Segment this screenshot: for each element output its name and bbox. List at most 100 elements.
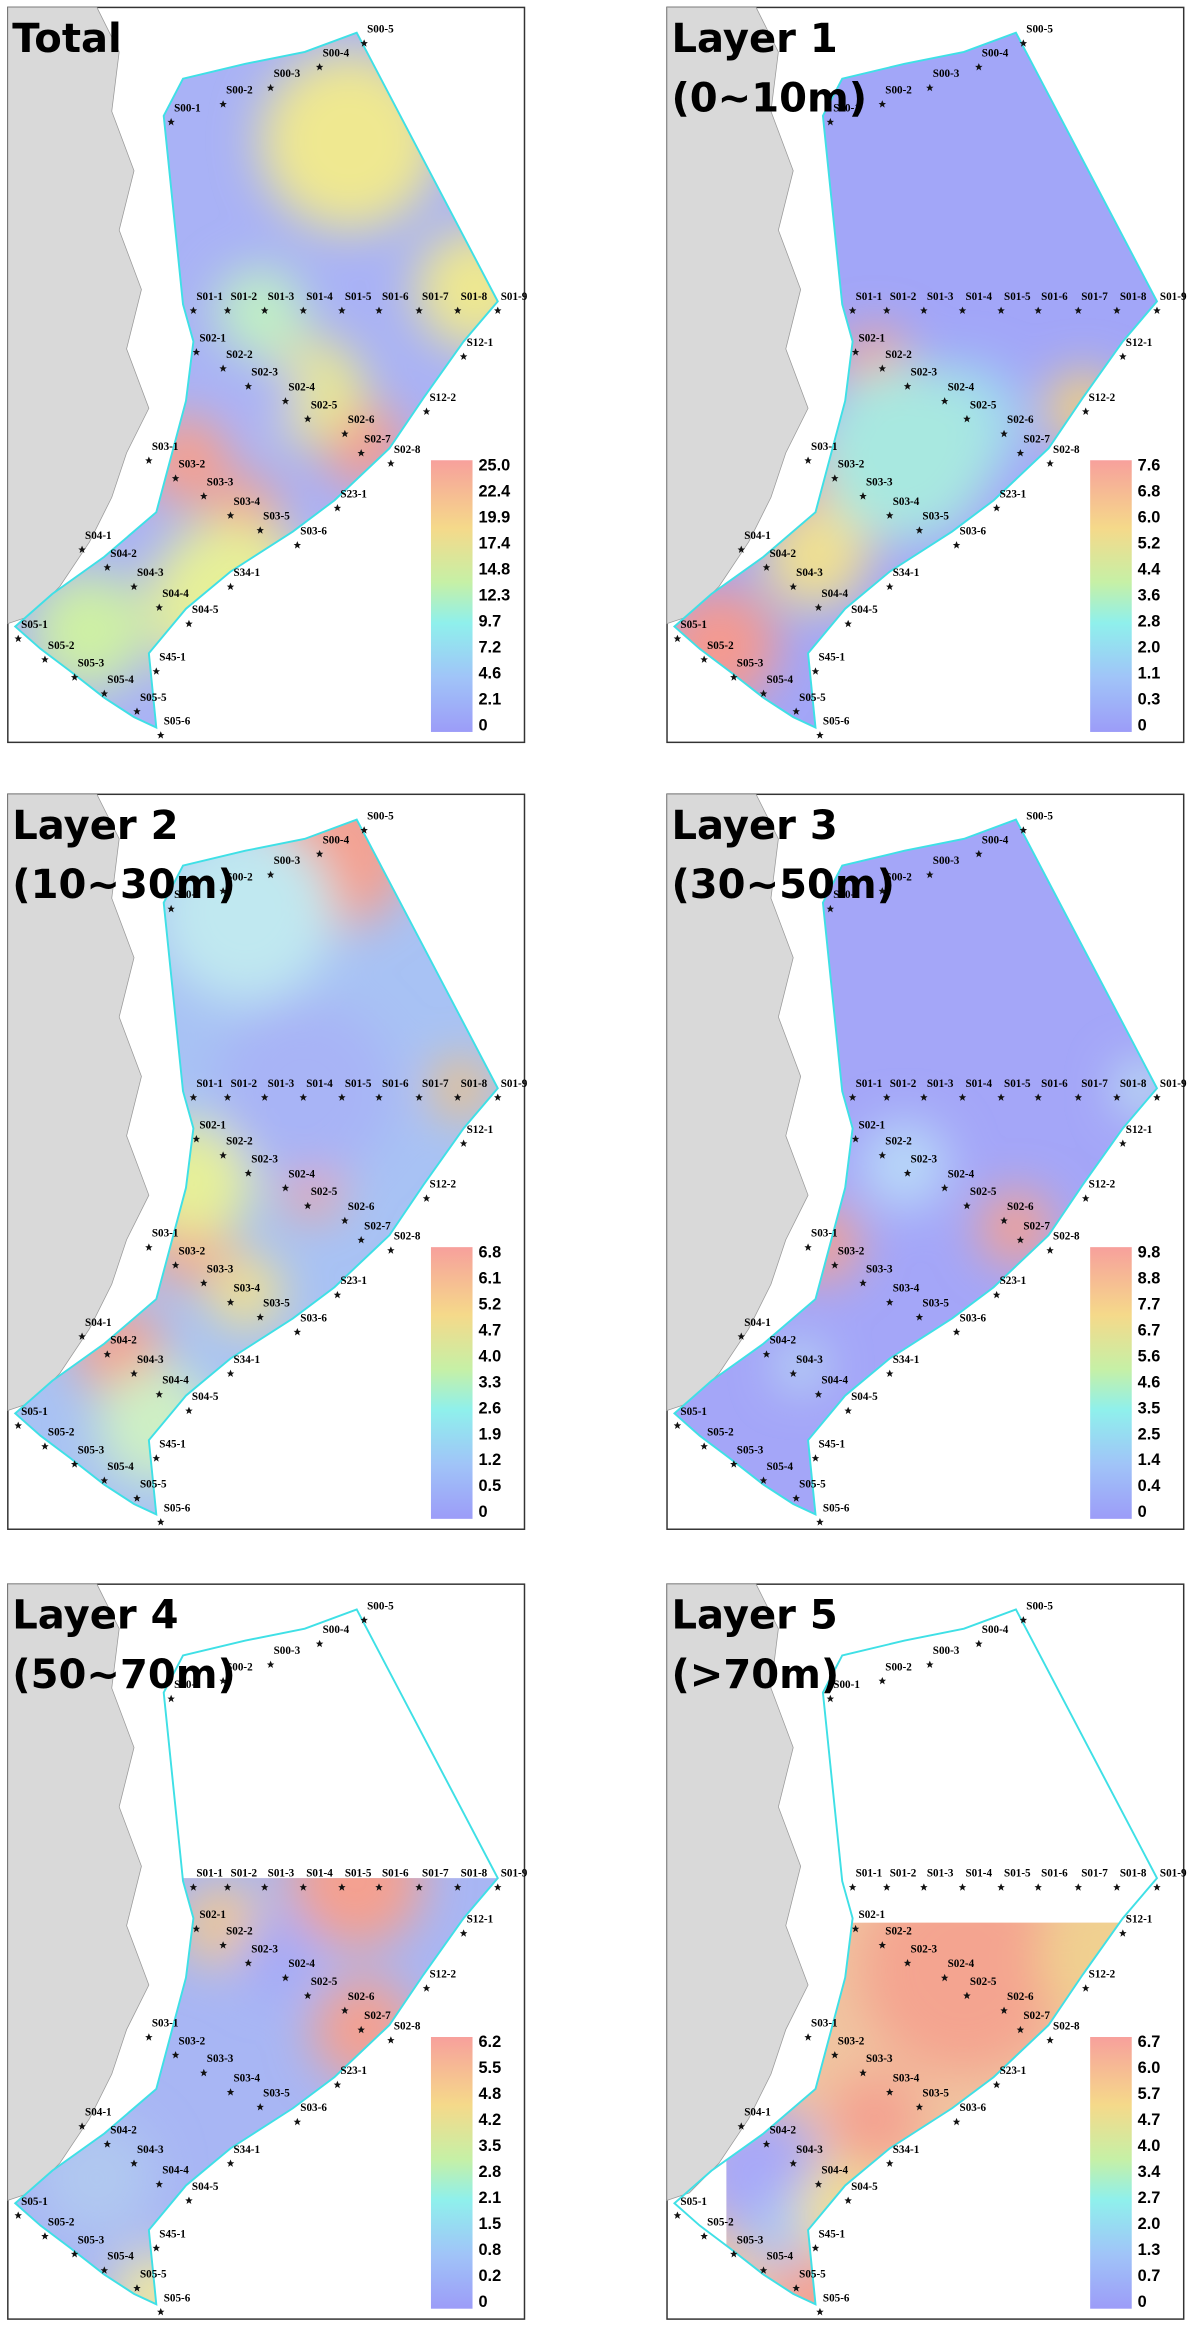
station-label: S02-2 xyxy=(226,1926,253,1938)
station-marker xyxy=(14,1421,22,1430)
colorbar-tick-label: 14.8 xyxy=(478,560,510,578)
station-label: S01-8 xyxy=(461,1868,488,1880)
station-marker xyxy=(100,689,109,698)
station-marker xyxy=(152,1454,160,1462)
station-label: S45-1 xyxy=(818,652,845,664)
colorbar-tick-label: 2.0 xyxy=(1138,2215,1161,2233)
station-label: S02-8 xyxy=(1053,444,1080,456)
station-label: S02-7 xyxy=(1023,1220,1050,1232)
station-label: S01-1 xyxy=(196,291,223,303)
station-label: S05-3 xyxy=(78,2234,105,2246)
station-label: S00-1 xyxy=(174,102,201,114)
heat-spot xyxy=(215,267,305,357)
colorbar-tick-label: 2.8 xyxy=(1138,612,1161,630)
station-label: S01-8 xyxy=(461,291,488,303)
station-marker xyxy=(975,849,983,858)
colorbar-tick-label: 7.6 xyxy=(1138,457,1161,475)
station-marker xyxy=(859,492,867,500)
colorbar-tick-label: 0 xyxy=(1138,716,1147,734)
station-label: S01-4 xyxy=(306,291,333,303)
station-label: S01-1 xyxy=(856,291,883,303)
station-label: S05-6 xyxy=(823,1502,850,1514)
colorbar-tick-label: 2.5 xyxy=(1138,1425,1161,1443)
station-marker xyxy=(958,306,967,315)
station-label: S05-2 xyxy=(707,1427,734,1439)
colorbar xyxy=(1090,2037,1132,2309)
station-label: S04-4 xyxy=(821,2165,848,2177)
heat-spot xyxy=(237,1918,313,1993)
station-marker xyxy=(157,2307,165,2316)
survey-boundary xyxy=(672,31,1159,730)
station-marker xyxy=(737,1332,745,1340)
station-marker xyxy=(299,1093,307,1101)
station-label: S01-3 xyxy=(268,1078,295,1090)
map-panel: S00-1 S00-2 S00-3 S00-4 S00-5 S01-1 S01-2 S01-3… xyxy=(7,6,528,744)
station-label: S00-2 xyxy=(885,871,912,883)
station-label: S00-1 xyxy=(174,1679,201,1691)
colorbar-tick-label: 4.4 xyxy=(1138,560,1161,578)
station-label: S03-3 xyxy=(207,476,234,488)
station-marker xyxy=(878,1676,887,1685)
panel-title: Layer 1 xyxy=(671,16,837,62)
station-marker xyxy=(223,1883,232,1891)
station-label: S02-1 xyxy=(199,1119,226,1131)
station-label: S03-2 xyxy=(838,1246,865,1258)
station-label: S03-6 xyxy=(300,2102,327,2114)
station-marker xyxy=(70,2250,79,2258)
map-panel: S00-1 S00-2 S00-3 S00-4 S00-5 S01-1 S01-2 S01-3… xyxy=(666,793,1187,1530)
colorbar xyxy=(1090,1247,1132,1519)
colorbar-tick-label: 2.0 xyxy=(1138,638,1161,656)
station-label: S04-5 xyxy=(192,604,219,616)
station-label: S01-6 xyxy=(382,291,409,303)
station-marker xyxy=(851,1135,860,1143)
colorbar-tick-label: 2.1 xyxy=(478,2189,501,2207)
station-marker xyxy=(145,2033,153,2041)
station-label: S12-2 xyxy=(1089,392,1116,404)
heat-spot xyxy=(978,1190,1054,1265)
station-label: S00-5 xyxy=(1026,811,1053,823)
colorbar-tick-label: 4.6 xyxy=(1138,1373,1161,1391)
station-marker xyxy=(167,118,175,126)
station-label: S12-2 xyxy=(1089,1969,1116,1981)
station-label: S02-6 xyxy=(348,1201,375,1213)
survey-boundary xyxy=(13,1608,499,2306)
station-label: S34-1 xyxy=(233,567,260,579)
colorbar-tick-label: 5.2 xyxy=(478,1295,501,1313)
station-marker xyxy=(223,1093,232,1101)
station-marker xyxy=(878,364,887,372)
station-marker xyxy=(103,1350,112,1358)
station-marker xyxy=(1019,1616,1028,1624)
station-marker xyxy=(992,1290,1001,1299)
station-label: S05-4 xyxy=(766,674,793,686)
station-marker xyxy=(992,504,1001,512)
heat-spots xyxy=(30,51,498,691)
station-label: S00-5 xyxy=(1026,24,1053,36)
station-marker xyxy=(304,1201,312,1210)
station-marker xyxy=(673,2211,682,2219)
station-marker xyxy=(1119,1139,1127,1147)
station-marker xyxy=(926,1660,934,1669)
station-marker xyxy=(256,526,264,534)
station-label: S04-4 xyxy=(821,588,848,600)
colorbar-tick-label: 8.8 xyxy=(1138,1269,1161,1287)
station-marker xyxy=(155,1390,163,1398)
station-marker xyxy=(226,2159,235,2167)
station-label: S12-1 xyxy=(467,1914,494,1926)
station-label: S02-5 xyxy=(311,399,338,411)
station-label: S05-1 xyxy=(21,2196,48,2208)
colorbar-tick-label: 25.0 xyxy=(478,457,510,475)
station-label: S00-2 xyxy=(885,85,912,97)
colorbar xyxy=(430,2037,473,2309)
station-marker xyxy=(792,2284,800,2292)
colorbar-tick-label: 4.7 xyxy=(478,1321,501,1339)
station-marker xyxy=(1113,1093,1121,1101)
station-marker xyxy=(171,2051,180,2059)
station-label: S03-4 xyxy=(893,2073,920,2085)
station-label: S02-3 xyxy=(911,1154,938,1166)
station-label: S01-9 xyxy=(501,1078,528,1090)
colorbar xyxy=(430,1247,473,1519)
station-label: S04-1 xyxy=(744,1317,771,1329)
station-marker xyxy=(952,2117,961,2126)
station-marker xyxy=(737,2122,745,2130)
station-label: S12-1 xyxy=(1126,337,1153,349)
